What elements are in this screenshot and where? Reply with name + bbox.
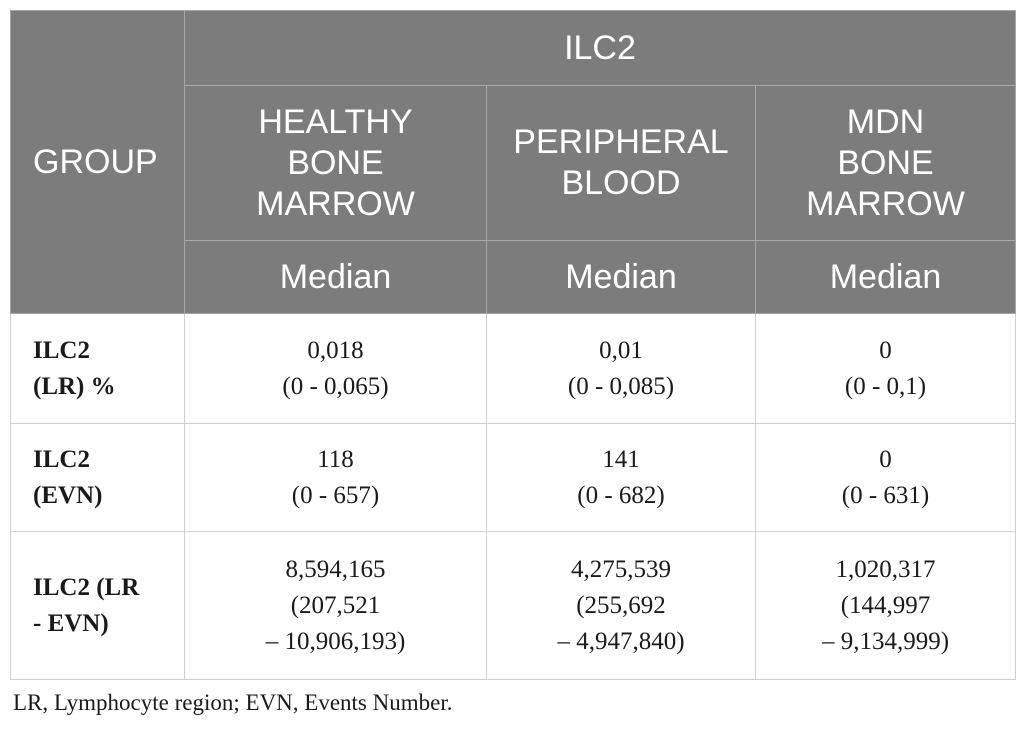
column-header-line: BONE [837, 143, 934, 182]
cell-value: 0 [879, 336, 892, 364]
cell-value: 0,01 [599, 336, 643, 364]
stat-header-median: Median [184, 240, 487, 314]
column-header-line: MDN [846, 102, 925, 141]
table-cell: 1,020,317 (144,997 – 9,134,999) [755, 531, 1016, 680]
cell-range: (0 - 0,1) [844, 372, 927, 400]
cell-range: (255,692 [576, 591, 666, 619]
row-label-line: ILC2 [33, 336, 90, 364]
cell-range: (0 - 657) [291, 481, 380, 509]
stat-header-median: Median [486, 240, 756, 314]
cell-range: (207,521 [290, 591, 381, 619]
cell-range: (0 - 682) [577, 481, 665, 509]
table-cell: 4,275,539 (255,692 – 4,947,840) [486, 531, 756, 680]
row-label-line: - EVN) [33, 609, 109, 637]
row-label: ILC2 (EVN) [10, 423, 185, 532]
column-header-line: MARROW [256, 184, 415, 223]
table-cell: 118 (0 - 657) [184, 423, 487, 532]
cell-range: (0 - 0,065) [282, 372, 389, 400]
table-cell: 0,01 (0 - 0,085) [486, 313, 756, 424]
cell-range: (144,997 [840, 591, 931, 619]
results-table: GROUP ILC2 HEALTHY BONE MARROW PERIPHERA… [10, 10, 1016, 680]
row-label: ILC2 (LR - EVN) [10, 531, 185, 680]
cell-value: 141 [602, 445, 640, 473]
cell-value: 4,275,539 [571, 555, 671, 583]
table-cell: 8,594,165 (207,521 – 10,906,193) [184, 531, 487, 680]
stat-header-median: Median [755, 240, 1016, 314]
table-footnote: LR, Lymphocyte region; EVN, Events Numbe… [13, 690, 453, 715]
table-cell: 0,018 (0 - 0,065) [184, 313, 487, 424]
row-label: ILC2 (LR) % [10, 313, 185, 424]
cell-value: 118 [317, 445, 354, 473]
cell-value: 1,020,317 [835, 555, 936, 583]
column-header-healthy-bone-marrow: HEALTHY BONE MARROW [184, 85, 487, 241]
cell-range: (0 - 0,085) [567, 372, 675, 400]
table-cell: 0 (0 - 631) [755, 423, 1016, 532]
column-header-line: HEALTHY [258, 102, 413, 141]
column-header-line: BLOOD [561, 164, 681, 202]
cell-range: – 9,134,999) [821, 627, 950, 655]
ilc2-super-header: ILC2 [184, 10, 1016, 86]
cell-range: (0 - 631) [841, 481, 930, 509]
column-header-line: BONE [287, 143, 384, 182]
cell-value: 0 [879, 445, 892, 473]
group-header: GROUP [10, 10, 185, 314]
table-row: ILC2 (LR - EVN) 8,594,165 (207,521 – 10,… [10, 531, 1016, 680]
table-cell: 141 (0 - 682) [486, 423, 756, 532]
row-label-line: ILC2 [33, 445, 90, 473]
column-header-peripheral-blood: PERIPHERAL BLOOD [486, 85, 756, 241]
cell-range: – 4,947,840) [557, 627, 685, 655]
column-header-line: PERIPHERAL [513, 123, 729, 161]
column-header-line: MARROW [806, 184, 965, 223]
cell-value: 8,594,165 [285, 555, 386, 583]
cell-range: – 10,906,193) [265, 627, 406, 655]
table-row: ILC2 (EVN) 118 (0 - 657) 141 (0 - 682) 0… [10, 423, 1016, 532]
table-row: ILC2 (LR) % 0,018 (0 - 0,065) 0,01 (0 - … [10, 313, 1016, 424]
row-label-line: (LR) % [33, 372, 116, 400]
column-header-mdn-bone-marrow: MDN BONE MARROW [755, 85, 1016, 241]
table-cell: 0 (0 - 0,1) [755, 313, 1016, 424]
row-label-line: (EVN) [33, 481, 103, 509]
row-label-line: ILC2 (LR [33, 573, 140, 601]
cell-value: 0,018 [307, 336, 364, 364]
